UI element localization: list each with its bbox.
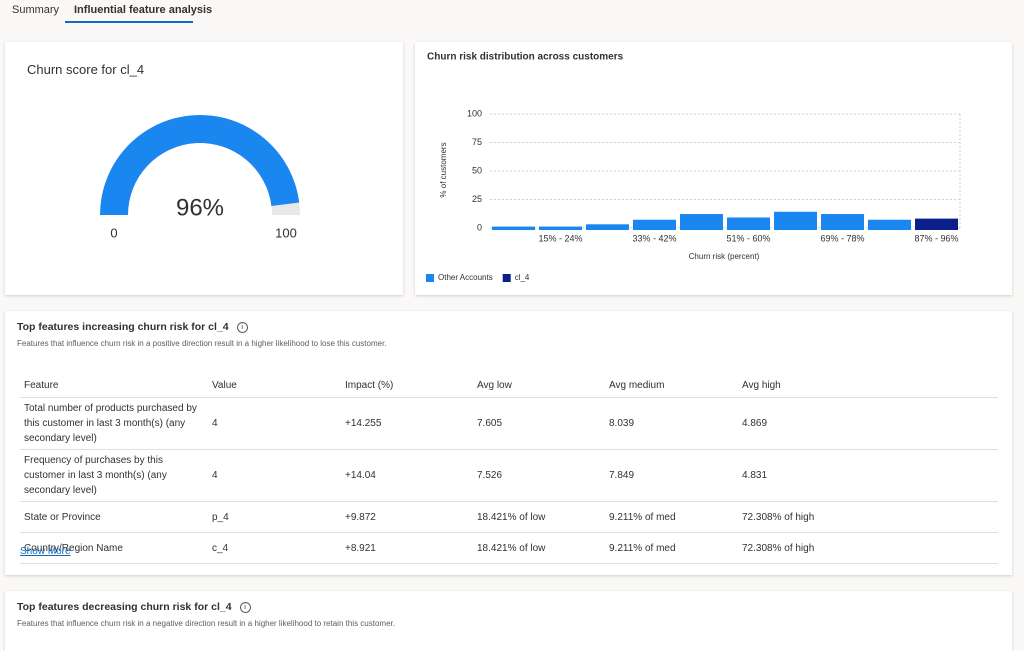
- bar: [774, 211, 817, 230]
- chart-card: Churn risk distribution across customers…: [415, 42, 1012, 295]
- section-title: Top features decreasing churn risk for c…: [17, 601, 251, 613]
- y-tick-label: 25: [472, 194, 482, 204]
- table-cell: 4: [208, 397, 341, 450]
- tab[interactable]: Influential feature analysis: [74, 4, 213, 16]
- show-more-link[interactable]: Show More: [20, 546, 71, 557]
- section-title-text: Top features increasing churn risk for c…: [17, 321, 229, 333]
- info-icon[interactable]: i: [239, 602, 251, 613]
- legend-label: Other Accounts: [438, 273, 493, 282]
- table-cell: 18.421% of low: [473, 501, 605, 533]
- bar: [727, 217, 770, 230]
- legend-swatch: [426, 274, 434, 282]
- table-cell: Frequency of purchases by this customer …: [20, 449, 208, 502]
- section-title-text: Top features decreasing churn risk for c…: [17, 601, 232, 613]
- table-cell: State or Province: [20, 501, 208, 533]
- column-header: Impact (%): [341, 373, 473, 398]
- section-subtitle: Features that influence churn risk in a …: [17, 339, 387, 348]
- decreasing-card: Top features decreasing churn risk for c…: [5, 591, 1012, 651]
- x-axis-label: Churn risk (percent): [689, 252, 760, 261]
- x-tick-label: 69% - 78%: [820, 233, 864, 243]
- bar: [633, 219, 676, 230]
- table-cell: 9.211% of med: [605, 501, 738, 533]
- gauge-min: 0: [110, 225, 117, 240]
- table-cell: 7.605: [473, 397, 605, 450]
- y-tick-label: 100: [467, 108, 482, 118]
- table-row: State or Province p_4 +9.872 18.421% of low…: [20, 501, 998, 533]
- table-header: Feature Value Impact (%) Avg low Avg medium A…: [20, 373, 998, 398]
- feature-table: Feature Value Impact (%) Avg low Avg medium A…: [20, 373, 998, 564]
- table-row: Frequency of purchases by this customer …: [20, 449, 998, 502]
- table-cell: +14.04: [341, 449, 473, 502]
- gauge-card: Churn score for cl_4 96% 0 100: [5, 42, 403, 295]
- table-cell: c_4: [208, 532, 341, 564]
- table-cell: 7.849: [605, 449, 738, 502]
- column-header: Feature: [20, 373, 208, 398]
- gauge-arc: [100, 115, 300, 215]
- bar: [492, 226, 535, 230]
- table-cell: +9.872: [341, 501, 473, 533]
- gauge-title: Churn score for cl_4: [27, 62, 145, 77]
- table-cell: 72.308% of high: [738, 532, 998, 564]
- y-tick-label: 75: [472, 137, 482, 147]
- x-tick-label: 51% - 60%: [726, 233, 770, 243]
- gauge-max: 100: [275, 225, 297, 240]
- info-icon[interactable]: i: [236, 322, 248, 333]
- bar: [680, 214, 723, 230]
- bar: [586, 224, 629, 230]
- x-tick-label: 87% - 96%: [914, 233, 958, 243]
- table-cell: p_4: [208, 501, 341, 533]
- x-tick-label: 15% - 24%: [538, 233, 582, 243]
- table-cell: +14.255: [341, 397, 473, 450]
- table-body: Total number of products purchased by th…: [20, 397, 998, 564]
- bar: [821, 214, 864, 230]
- table-cell: 4.869: [738, 397, 998, 450]
- bar: [915, 218, 958, 230]
- table-cell: 18.421% of low: [473, 532, 605, 564]
- gauge-value: 96%: [176, 194, 224, 221]
- increasing-card: Top features increasing churn risk for c…: [5, 311, 1012, 575]
- column-header: Avg medium: [605, 373, 738, 398]
- bar: [539, 226, 582, 230]
- page: {"tabs": ["Summary", "Influential featur…: [5, 4, 1012, 628]
- table-cell: 4: [208, 449, 341, 502]
- column-header: Value: [208, 373, 341, 398]
- y-axis-label: % of customers: [439, 142, 448, 197]
- column-header: Avg low: [473, 373, 605, 398]
- table-cell: 72.308% of high: [738, 501, 998, 533]
- section-subtitle: Features that influence churn risk in a …: [17, 619, 395, 628]
- x-tick-label: 33% - 42%: [632, 233, 676, 243]
- legend-label: cl_4: [515, 273, 530, 282]
- y-tick-label: 50: [472, 165, 482, 175]
- tab[interactable]: Summary: [12, 4, 60, 16]
- table-cell: 4.831: [738, 449, 998, 502]
- table-cell: +8.921: [341, 532, 473, 564]
- tab-underline: [65, 21, 193, 23]
- table-cell: 9.211% of med: [605, 532, 738, 564]
- gauge-track: [271, 202, 300, 215]
- table-cell: 7.526: [473, 449, 605, 502]
- table-cell: 8.039: [605, 397, 738, 450]
- table-row: Total number of products purchased by th…: [20, 397, 998, 450]
- chart-title: Churn risk distribution across customers: [427, 52, 624, 63]
- table-cell: Total number of products purchased by th…: [20, 397, 208, 450]
- column-header: Avg high: [738, 373, 998, 398]
- y-tick-label: 0: [477, 222, 482, 232]
- table-row: Country/Region Name c_4 +8.921 18.421% of l…: [20, 532, 998, 564]
- table-cell: Country/Region Name: [20, 532, 208, 564]
- bar: [868, 219, 911, 230]
- section-title: Top features increasing churn risk for c…: [17, 321, 248, 333]
- legend-swatch: [502, 274, 511, 282]
- gauge: 96% 0 100: [100, 115, 300, 240]
- chart: Churn risk distribution across customers…: [426, 52, 961, 282]
